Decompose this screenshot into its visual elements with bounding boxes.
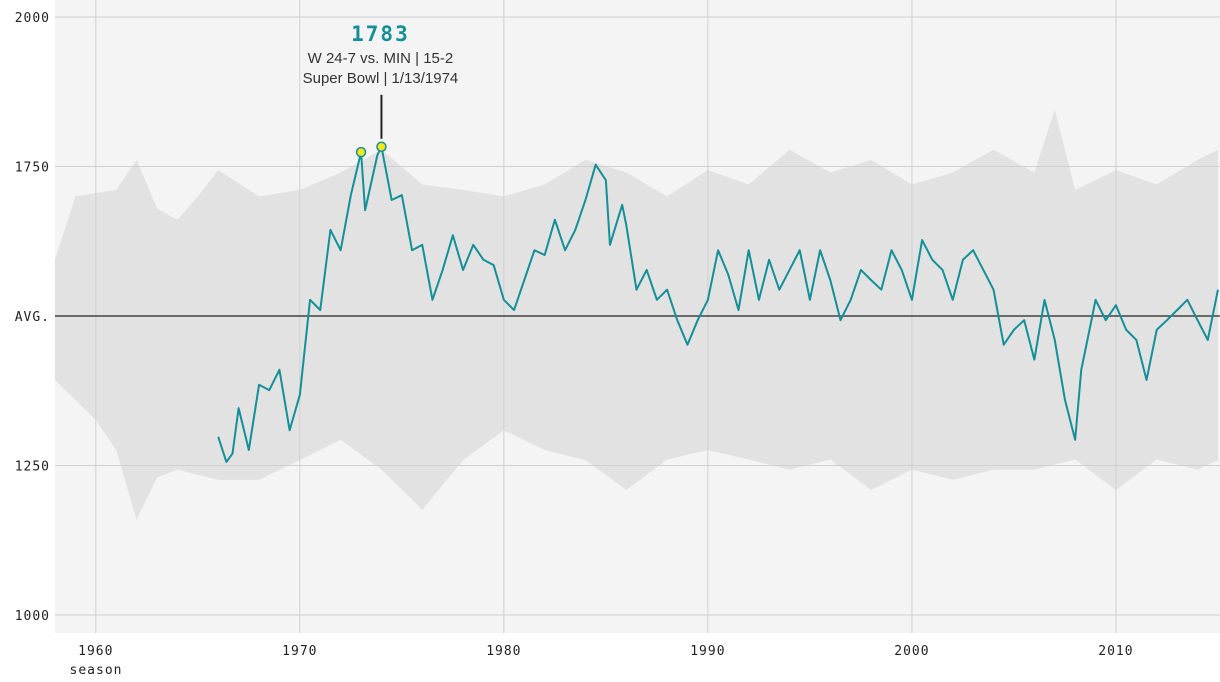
x-tick-label: 2000 (894, 644, 929, 659)
annotation-line1: W 24-7 vs. MIN | 15-2 (308, 50, 454, 67)
annotation-value: 1783 (351, 22, 410, 46)
x-tick-label: 1960 (78, 644, 113, 659)
x-tick-label: 1990 (690, 644, 725, 659)
y-tick-label: 2000 (15, 11, 50, 26)
annotation-line2: Super Bowl | 1/13/1974 (303, 70, 459, 87)
x-axis-label: season (70, 663, 123, 678)
x-tick-label: 1970 (282, 644, 317, 659)
y-axis: 2000 1750 AVG. 1250 1000 (15, 11, 50, 624)
highlight-point (355, 146, 367, 158)
y-tick-label: AVG. (15, 310, 50, 325)
highlight-point (376, 141, 387, 153)
x-axis: 1960 1970 1980 1990 2000 2010 (78, 644, 1133, 659)
y-tick-label: 1750 (15, 161, 50, 176)
y-tick-label: 1250 (15, 460, 50, 475)
highlight-points (355, 141, 387, 158)
y-tick-label: 1000 (15, 609, 50, 624)
team-elo-line (217, 145, 1219, 463)
x-tick-label: 2010 (1098, 644, 1133, 659)
league-range-band (55, 109, 1218, 520)
x-tick-label: 1980 (486, 644, 521, 659)
